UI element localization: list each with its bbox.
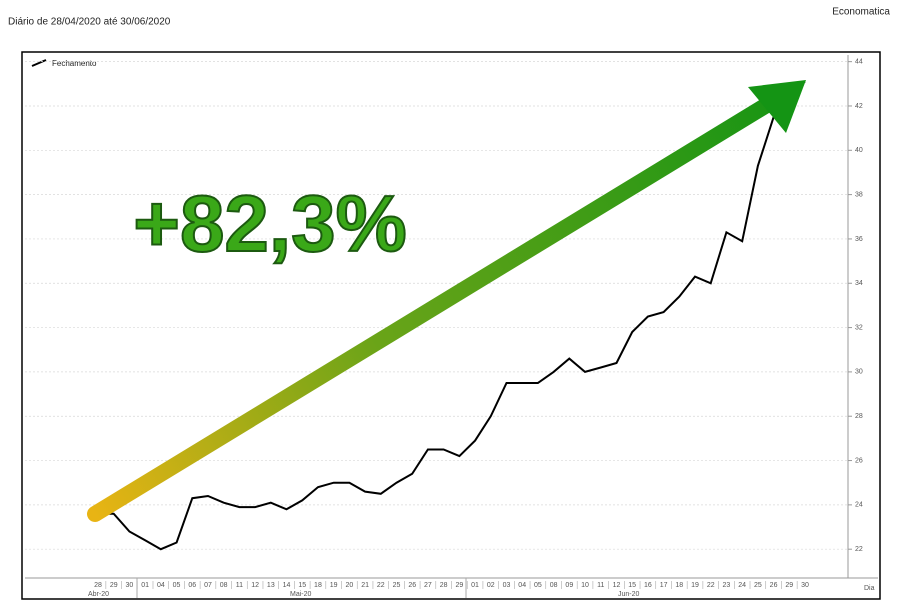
- annotation: +82,3%: [133, 179, 407, 268]
- y-tick-label: 36: [855, 236, 863, 243]
- x-tick-label: 02: [487, 582, 495, 589]
- x-tick-label: 05: [534, 582, 542, 589]
- legend-entry: Fechamento: [52, 59, 97, 68]
- x-tick-label: 01: [471, 582, 479, 589]
- x-tick-label: 08: [220, 582, 228, 589]
- legend-swatch: [31, 59, 47, 67]
- x-tick-label: 14: [283, 582, 291, 589]
- x-tick-label: 20: [345, 582, 353, 589]
- x-tick-label: 29: [110, 582, 118, 589]
- y-tick-label: 42: [855, 103, 863, 110]
- y-tick-label: 26: [855, 457, 863, 464]
- x-tick-label: 25: [393, 582, 401, 589]
- x-tick-label: 19: [691, 582, 699, 589]
- x-tick-label: 22: [377, 582, 385, 589]
- x-tick-label: 29: [785, 582, 793, 589]
- month-label: Mai-20: [290, 591, 312, 598]
- x-tick-label: 25: [754, 582, 762, 589]
- y-tick-label: 30: [855, 369, 863, 376]
- month-label: Abr-20: [88, 591, 109, 598]
- y-tick-label: 38: [855, 191, 863, 198]
- subtitle: Diário de 28/04/2020 até 30/06/2020: [8, 17, 171, 28]
- chart-frame: [21, 51, 881, 600]
- x-tick-label: 16: [644, 582, 652, 589]
- x-tick-label: 22: [707, 582, 715, 589]
- x-tick-label: 27: [424, 582, 432, 589]
- x-tick-label: 18: [314, 582, 322, 589]
- x-tick-label: 12: [613, 582, 621, 589]
- x-tick-label: 15: [628, 582, 636, 589]
- x-tick-label: 07: [204, 582, 212, 589]
- x-tick-label: 01: [141, 582, 149, 589]
- x-axis-label: Dia: [864, 585, 875, 592]
- x-tick-label: 12: [251, 582, 259, 589]
- x-tick-label: 03: [503, 582, 511, 589]
- x-tick-label: 05: [173, 582, 181, 589]
- trend-arrow: [87, 80, 806, 522]
- x-tick-label: 13: [267, 582, 275, 589]
- x-tick-label: 15: [298, 582, 306, 589]
- x-tick-label: 04: [518, 582, 526, 589]
- x-tick-label: 17: [660, 582, 668, 589]
- x-tick-label: 04: [157, 582, 165, 589]
- x-tick-label: 26: [408, 582, 416, 589]
- line-series: [98, 80, 806, 551]
- x-tick-label: 26: [770, 582, 778, 589]
- x-tick-label: 24: [738, 582, 746, 589]
- x-tick-label: 18: [675, 582, 683, 589]
- x-tick-label: 06: [188, 582, 196, 589]
- x-tick-label: 30: [126, 582, 134, 589]
- x-tick-label: 29: [455, 582, 463, 589]
- x-tick-label: 08: [550, 582, 558, 589]
- y-tick-label: 34: [855, 280, 863, 287]
- x-tick-label: 23: [723, 582, 731, 589]
- x-tick-label: 30: [801, 582, 809, 589]
- x-tick-label: 11: [597, 582, 604, 589]
- y-tick-label: 28: [855, 413, 863, 420]
- x-tick-label: 28: [94, 582, 102, 589]
- x-tick-label: 28: [440, 582, 448, 589]
- month-label: Jun-20: [618, 591, 640, 598]
- x-tick-label: 21: [361, 582, 369, 589]
- y-tick-label: 40: [855, 147, 863, 154]
- x-tick-label: 10: [581, 582, 589, 589]
- y-tick-label: 22: [855, 546, 863, 553]
- y-tick-label: 24: [855, 502, 863, 509]
- source: Economatica: [832, 7, 890, 18]
- y-tick-label: 32: [855, 324, 863, 331]
- x-tick-label: 19: [330, 582, 338, 589]
- x-tick-label: 11: [236, 582, 243, 589]
- x-tick-label: 09: [565, 582, 573, 589]
- y-tick-label: 44: [855, 58, 863, 65]
